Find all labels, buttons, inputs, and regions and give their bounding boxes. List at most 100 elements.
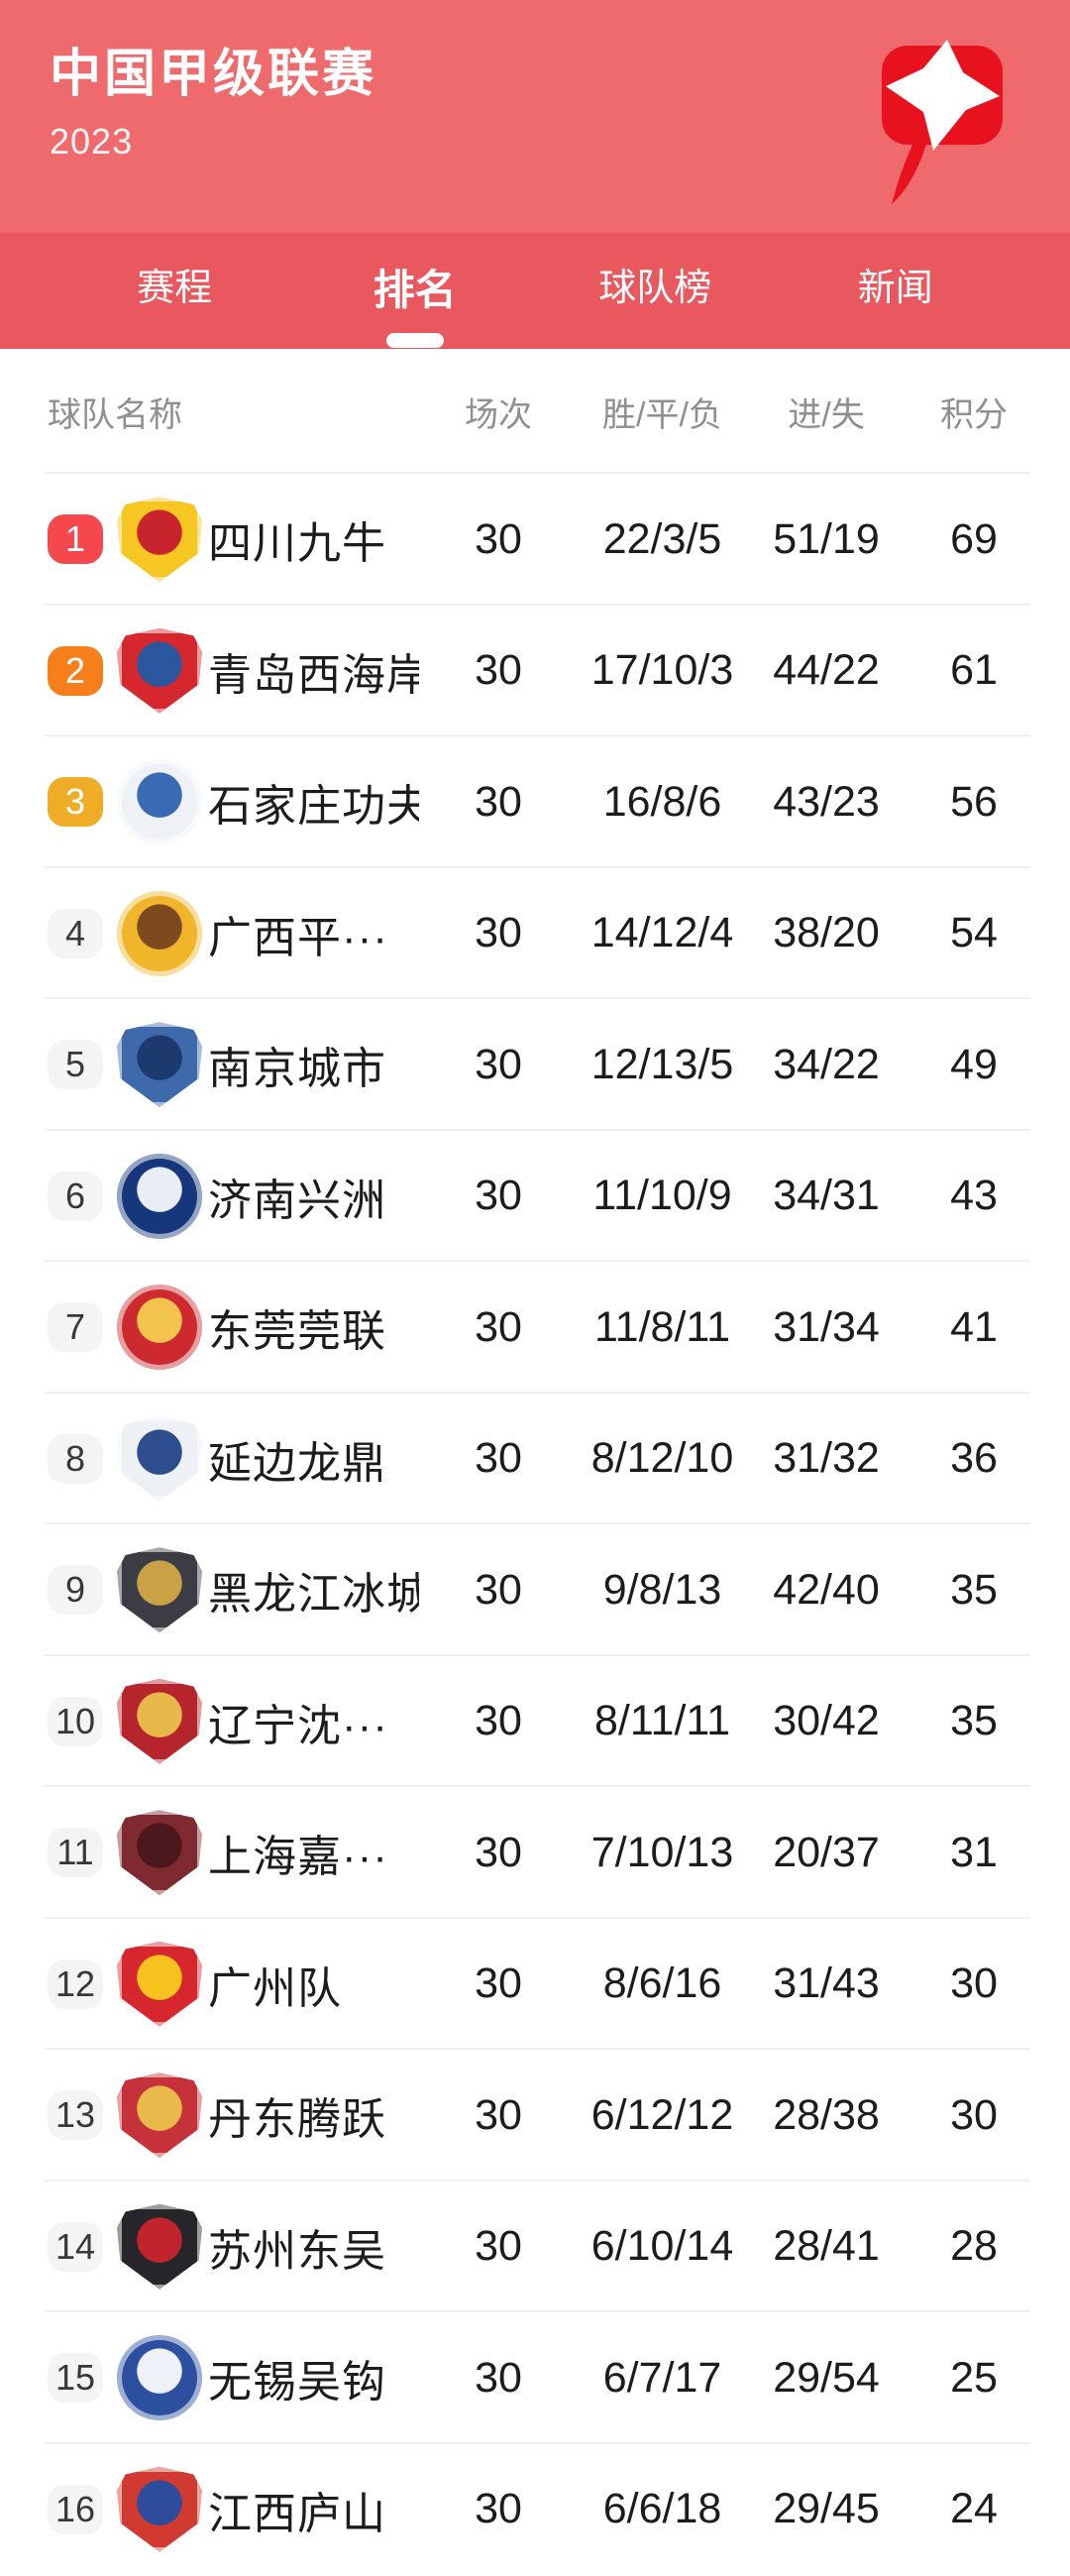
- points-cell: 61: [950, 646, 998, 695]
- rank-badge: 16: [48, 2484, 103, 2534]
- table-row[interactable]: 5 南京城市 30 12/13/5 34/22 49: [0, 999, 1070, 1131]
- app-header: 中国甲级联赛 2023: [0, 0, 1070, 233]
- wdl-cell: 16/8/6: [602, 777, 722, 826]
- goals-cell: 31/32: [773, 1434, 880, 1483]
- played-cell: 30: [475, 1828, 522, 1876]
- column-header-team: 球队名称: [48, 395, 182, 434]
- table-row[interactable]: 3 石家庄功夫 30 16/8/6 43/23 56: [0, 736, 1070, 868]
- tab-news[interactable]: 新闻: [826, 257, 965, 342]
- table-row[interactable]: 14 苏州东吴 30 6/10/14 28/41 28: [0, 2181, 1070, 2312]
- rank-badge: 15: [48, 2353, 103, 2404]
- table-row[interactable]: 6 济南兴洲 30 11/10/9 34/31 43: [0, 1130, 1070, 1262]
- standings-table-body: 1 四川九牛 30 22/3/5 51/19 69 2 青岛西海岸 30 17/…: [0, 474, 1070, 2575]
- table-row[interactable]: 8 延边龙鼎 30 8/12/10 31/32 36: [0, 1393, 1070, 1524]
- table-header-row: 球队名称 场次 胜/平/负 进/失 积分: [0, 349, 1070, 474]
- tab-ranking[interactable]: 排名: [346, 257, 484, 348]
- rank-badge: 4: [48, 908, 103, 958]
- table-row[interactable]: 13 丹东腾跃 30 6/12/12 28/38 30: [0, 2050, 1070, 2182]
- rank-badge: 14: [48, 2221, 103, 2272]
- rank-badge: 9: [48, 1565, 103, 1616]
- goals-cell: 44/22: [773, 646, 880, 695]
- team-logo: [117, 890, 202, 976]
- team-name: 石家庄功夫: [208, 782, 419, 832]
- table-row[interactable]: 4 广西平··· 30 14/12/4 38/20 54: [0, 867, 1070, 999]
- goals-cell: 28/38: [773, 2090, 880, 2139]
- goals-cell: 29/45: [773, 2485, 880, 2533]
- table-row[interactable]: 12 广州队 30 8/6/16 31/43 30: [0, 1918, 1070, 2050]
- team-name: 辽宁沈···: [208, 1701, 388, 1750]
- played-cell: 30: [475, 909, 522, 957]
- table-row[interactable]: 2 青岛西海岸 30 17/10/3 44/22 61: [0, 605, 1070, 736]
- team-logo: [117, 2335, 202, 2421]
- played-cell: 30: [475, 1172, 522, 1220]
- table-row[interactable]: 11 上海嘉··· 30 7/10/13 20/37 31: [0, 1787, 1070, 1919]
- active-tab-indicator: [385, 333, 444, 348]
- wdl-cell: 11/10/9: [592, 1172, 732, 1220]
- points-cell: 35: [950, 1697, 998, 1745]
- wdl-cell: 8/12/10: [590, 1434, 734, 1483]
- points-cell: 54: [950, 909, 998, 957]
- wdl-cell: 8/6/16: [602, 1960, 722, 2008]
- wdl-cell: 11/8/11: [593, 1302, 731, 1351]
- rank-badge: 2: [48, 645, 103, 696]
- team-name: 上海嘉···: [208, 1833, 388, 1882]
- table-row[interactable]: 7 东莞莞联 30 11/8/11 31/34 41: [0, 1262, 1070, 1394]
- wdl-cell: 6/7/17: [602, 2353, 722, 2402]
- points-cell: 69: [950, 514, 998, 563]
- rank-badge: 8: [48, 1433, 103, 1484]
- goals-cell: 29/54: [773, 2353, 880, 2402]
- goals-cell: 34/22: [773, 1040, 880, 1088]
- goals-cell: 31/34: [773, 1302, 880, 1351]
- goals-cell: 30/42: [773, 1697, 880, 1745]
- goals-cell: 38/20: [773, 909, 880, 957]
- league-app-logo-icon: [882, 40, 1003, 204]
- goals-cell: 28/41: [773, 2222, 880, 2271]
- wdl-cell: 9/8/13: [602, 1565, 722, 1614]
- rank-badge: 3: [48, 777, 103, 828]
- team-logo: [117, 2072, 202, 2159]
- team-name: 济南兴洲: [208, 1176, 386, 1225]
- played-cell: 30: [475, 2353, 522, 2402]
- table-row[interactable]: 16 江西庐山 30 6/6/18 29/45 24: [0, 2443, 1070, 2575]
- played-cell: 30: [475, 2485, 522, 2533]
- wdl-cell: 7/10/13: [590, 1828, 734, 1876]
- team-logo: [117, 627, 202, 714]
- team-name: 丹东腾跃: [208, 2095, 386, 2145]
- points-cell: 24: [950, 2485, 998, 2533]
- goals-cell: 31/43: [773, 1960, 880, 2008]
- played-cell: 30: [475, 1960, 522, 2008]
- wdl-cell: 8/11/11: [593, 1697, 731, 1745]
- team-logo: [117, 2466, 202, 2552]
- tab-news-label: 新闻: [857, 268, 933, 309]
- team-name: 无锡吴钩: [208, 2358, 386, 2408]
- rank-badge: 12: [48, 1959, 103, 2009]
- table-row[interactable]: 15 无锡吴钩 30 6/7/17 29/54 25: [0, 2312, 1070, 2444]
- points-cell: 25: [950, 2353, 998, 2402]
- team-logo: [117, 1415, 202, 1502]
- points-cell: 30: [950, 2090, 998, 2139]
- team-logo: [117, 1810, 202, 1896]
- wdl-cell: 12/13/5: [590, 1040, 734, 1088]
- team-logo: [117, 497, 202, 583]
- table-row[interactable]: 10 辽宁沈··· 30 8/11/11 30/42 35: [0, 1655, 1070, 1787]
- tab-bar: 赛程 排名 球队榜 新闻: [0, 233, 1070, 349]
- table-row[interactable]: 1 四川九牛 30 22/3/5 51/19 69: [0, 474, 1070, 606]
- team-logo: [117, 1285, 202, 1371]
- points-cell: 30: [950, 1960, 998, 2008]
- tab-teams[interactable]: 球队榜: [586, 257, 724, 342]
- goals-cell: 43/23: [773, 777, 880, 826]
- played-cell: 30: [475, 1040, 522, 1088]
- team-logo: [117, 1547, 202, 1633]
- team-logo: [117, 759, 202, 845]
- played-cell: 30: [475, 1434, 522, 1483]
- tab-ranking-label: 排名: [373, 267, 457, 313]
- column-header-wdl: 胜/平/负: [602, 395, 722, 434]
- goals-cell: 42/40: [773, 1565, 880, 1614]
- table-row[interactable]: 9 黑龙江冰城 30 9/8/13 42/40 35: [0, 1524, 1070, 1656]
- points-cell: 28: [950, 2222, 998, 2271]
- goals-cell: 34/31: [773, 1172, 880, 1220]
- tab-schedule[interactable]: 赛程: [105, 257, 244, 342]
- season-label: 2023: [50, 120, 134, 162]
- column-header-played: 场次: [465, 395, 532, 434]
- team-name: 青岛西海岸: [208, 650, 419, 700]
